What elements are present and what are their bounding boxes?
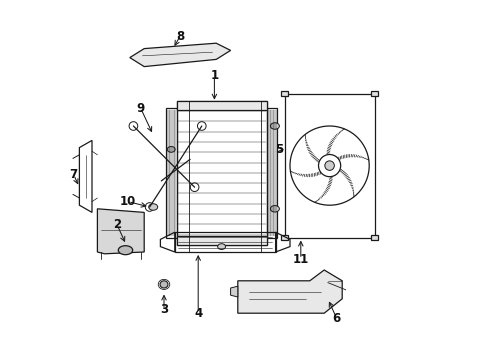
Text: 4: 4 (194, 307, 202, 320)
Bar (371, 91, 378, 96)
Text: 6: 6 (333, 312, 341, 325)
Text: 7: 7 (70, 168, 78, 181)
Polygon shape (98, 209, 144, 254)
Bar (267, 108, 277, 238)
Bar (176, 236, 267, 245)
Polygon shape (238, 270, 342, 313)
Bar (371, 235, 378, 240)
Bar (176, 101, 267, 110)
Text: 3: 3 (160, 303, 168, 316)
Text: 11: 11 (293, 253, 309, 266)
Text: 2: 2 (113, 219, 121, 231)
Ellipse shape (270, 206, 279, 212)
Ellipse shape (118, 246, 133, 255)
Ellipse shape (160, 281, 168, 288)
Text: 1: 1 (210, 69, 219, 82)
Text: 9: 9 (137, 102, 145, 114)
Bar (281, 91, 288, 96)
Polygon shape (231, 286, 238, 297)
Ellipse shape (218, 244, 225, 249)
Circle shape (325, 161, 334, 170)
Bar (166, 108, 176, 238)
Bar (285, 94, 374, 238)
Text: 10: 10 (120, 195, 136, 208)
Polygon shape (130, 43, 231, 67)
Ellipse shape (167, 147, 175, 152)
Bar (176, 101, 267, 245)
Text: 5: 5 (275, 143, 283, 156)
Ellipse shape (270, 123, 279, 129)
Ellipse shape (148, 204, 158, 210)
Text: 8: 8 (176, 30, 184, 42)
Bar (281, 235, 288, 240)
Bar (175, 232, 275, 252)
